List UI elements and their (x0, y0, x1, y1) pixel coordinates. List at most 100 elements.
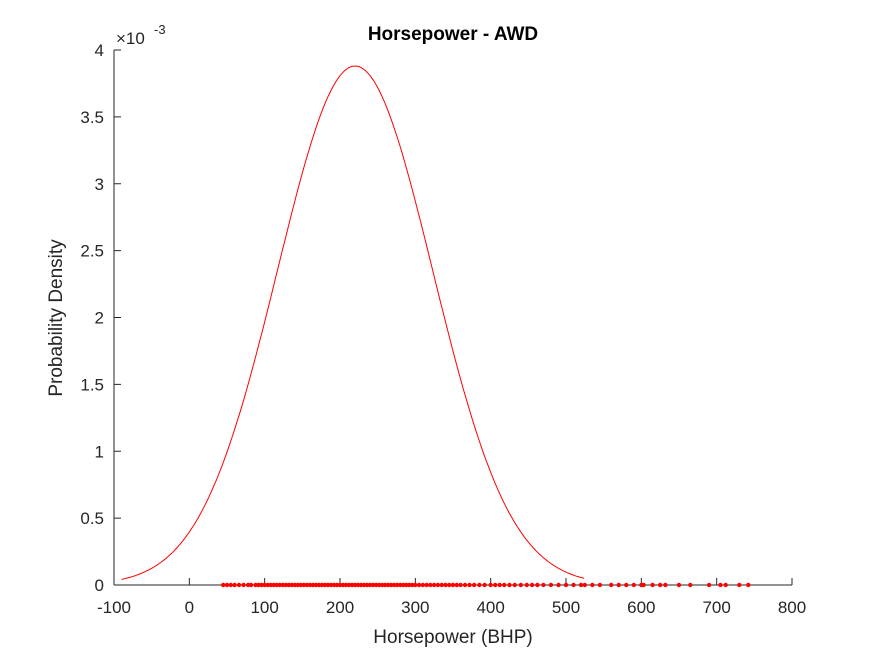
y-ticks: 0 0.5 1 1.5 2 2.5 3 3.5 4 (80, 41, 121, 595)
y-tick-label: 0.5 (80, 509, 104, 528)
data-point (676, 582, 682, 588)
data-point (597, 582, 603, 588)
data-point (307, 582, 313, 588)
data-point (268, 582, 273, 588)
data-point (535, 582, 540, 588)
data-point (746, 582, 751, 588)
y-tick-label: 1 (95, 442, 104, 461)
x-tick-label: 800 (778, 598, 806, 617)
data-point (355, 582, 361, 588)
data-point (443, 582, 448, 588)
data-point (650, 582, 655, 588)
x-tick-label: 500 (552, 598, 580, 617)
data-point (450, 582, 456, 588)
data-point (322, 582, 328, 588)
data-point (313, 582, 319, 588)
data-point (283, 582, 288, 588)
data-point (349, 582, 355, 588)
data-point (280, 582, 285, 588)
data-point (529, 582, 535, 588)
x-tick-label: 600 (627, 598, 655, 617)
series (121, 65, 751, 588)
data-point (386, 582, 391, 588)
data-point (454, 582, 459, 588)
x-ticks: -100 0 100 200 300 400 500 600 700 800 (97, 578, 806, 617)
data-point (301, 582, 307, 588)
data-point (447, 582, 452, 588)
data-point (259, 582, 264, 588)
data-point (488, 582, 493, 588)
data-point (502, 582, 507, 588)
data-point (431, 582, 437, 588)
data-point (392, 582, 397, 588)
data-point (688, 582, 693, 588)
data-point (395, 582, 400, 588)
y-exponent-base: ×10 (116, 29, 145, 48)
data-point (563, 582, 569, 588)
data-point (578, 582, 584, 588)
data-point (289, 582, 294, 588)
data-point (413, 582, 418, 588)
data-point (477, 582, 482, 588)
data-point (340, 582, 346, 588)
y-tick-label: 1.5 (80, 375, 104, 394)
data-point (265, 582, 270, 588)
y-tick-label: 2 (95, 309, 104, 328)
data-point (358, 582, 364, 588)
data-point (663, 582, 668, 588)
data-point (245, 582, 251, 588)
data-point (262, 582, 267, 588)
density-curve (121, 65, 585, 580)
data-point (407, 582, 412, 588)
y-tick-label: 4 (95, 41, 104, 60)
data-point (497, 582, 502, 588)
data-point (416, 582, 422, 588)
data-point (439, 582, 444, 588)
x-tick-label: 400 (476, 598, 504, 617)
y-axis-label: Probability Density (46, 239, 67, 397)
data-point (228, 582, 233, 588)
data-point (541, 582, 546, 588)
data-point (383, 582, 388, 588)
data-point (631, 582, 636, 588)
chart-title: Horsepower - AWD (368, 24, 538, 45)
data-point (316, 582, 322, 588)
data-point (462, 582, 468, 588)
data-point (224, 582, 230, 588)
data-point (361, 582, 367, 588)
data-point (277, 582, 282, 588)
data-point (482, 582, 487, 588)
data-point (253, 582, 258, 588)
data-point (428, 582, 433, 588)
data-point (373, 582, 379, 588)
data-point (410, 582, 415, 588)
y-tick-label: 0 (95, 576, 104, 595)
data-point (507, 582, 512, 588)
data-point (256, 582, 261, 588)
axes (113, 50, 792, 586)
data-point (292, 582, 297, 588)
x-tick-label: 200 (326, 598, 354, 617)
data-point (310, 582, 316, 588)
x-tick-label: 700 (702, 598, 730, 617)
data-point (236, 582, 242, 588)
data-point (624, 582, 629, 588)
data-point (737, 582, 742, 588)
y-tick-label: 2.5 (80, 242, 104, 261)
data-point (471, 582, 477, 588)
y-exponent-power: -3 (154, 22, 166, 37)
data-point (398, 582, 403, 588)
data-point (512, 582, 517, 588)
data-point (609, 582, 614, 588)
data-point (370, 582, 376, 588)
data-point (346, 582, 352, 588)
data-point (492, 582, 498, 588)
data-point (325, 582, 331, 588)
data-point (723, 582, 728, 588)
y-exponent-label: ×10 -3 (116, 22, 166, 48)
x-tick-label: 300 (401, 598, 429, 617)
data-point (435, 582, 441, 588)
data-point (389, 582, 394, 588)
data-point (616, 582, 621, 588)
